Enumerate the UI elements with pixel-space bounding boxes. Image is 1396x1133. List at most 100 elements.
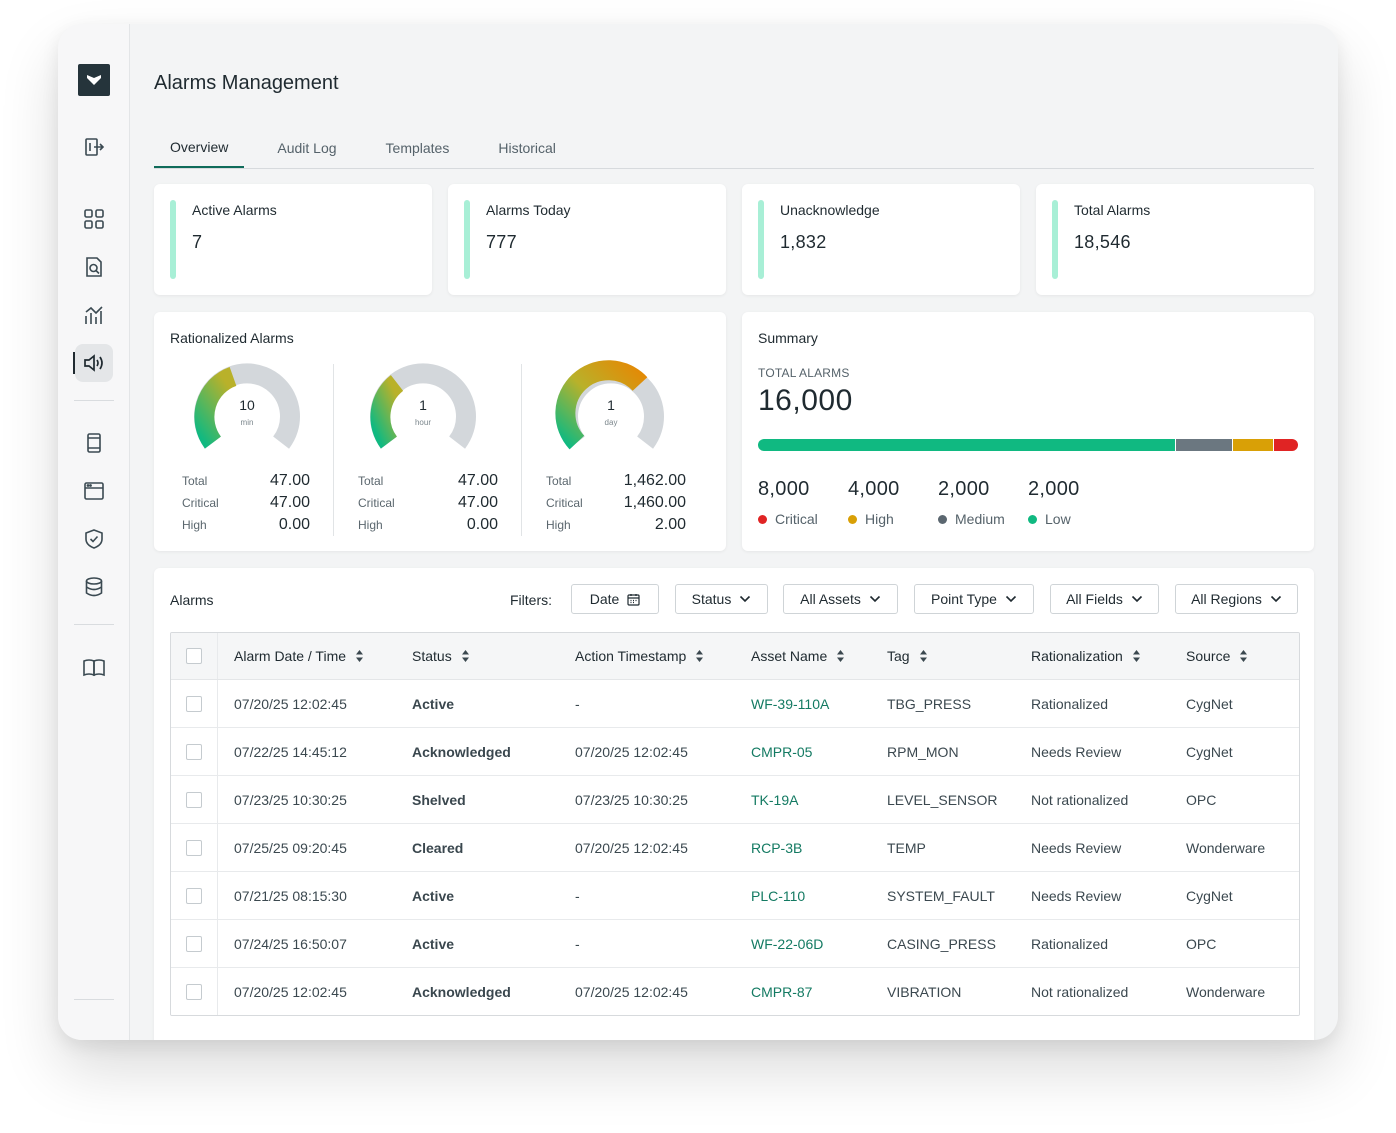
cell-action: 07/20/25 12:02:45 bbox=[575, 839, 688, 856]
table-row[interactable]: 07/20/25 12:02:45 Acknowledged 07/20/25 12… bbox=[171, 968, 1299, 1015]
gauge-row-critical: Critical 1,460.00 bbox=[546, 494, 686, 512]
gauge-row-value: 2.00 bbox=[654, 516, 686, 533]
row-checkbox-cell bbox=[171, 776, 218, 823]
select-all-checkbox[interactable] bbox=[186, 648, 202, 664]
table-row[interactable]: 07/23/25 10:30:25 Shelved 07/23/25 10:30:2… bbox=[171, 776, 1299, 824]
row-checkbox[interactable] bbox=[186, 839, 202, 856]
cell-source: Wonderware bbox=[1186, 839, 1266, 856]
shield-check-icon[interactable] bbox=[75, 520, 113, 558]
medium-dot-icon bbox=[938, 514, 947, 524]
table-row[interactable]: 07/25/25 09:20:45 Cleared 07/20/25 12:02:4… bbox=[171, 824, 1299, 872]
tab-overview[interactable]: Overview bbox=[154, 128, 245, 168]
gauge-row-value: 0.00 bbox=[278, 516, 310, 533]
asset-link[interactable]: PLC-110 bbox=[751, 887, 806, 904]
gauge-row-value: 1,462.00 bbox=[623, 472, 686, 489]
asset-link[interactable]: TK-19A bbox=[751, 791, 799, 808]
sort-icon bbox=[356, 650, 364, 662]
tab-historical[interactable]: Historical bbox=[498, 139, 556, 156]
cell-source: OPC bbox=[1186, 935, 1217, 952]
sort-icon bbox=[919, 650, 927, 662]
filter-label: All Assets bbox=[800, 591, 861, 607]
cell-tag: LEVEL_SENSOR bbox=[887, 791, 998, 808]
column-label: Asset Name bbox=[751, 648, 828, 664]
cell-source: CygNet bbox=[1186, 887, 1233, 904]
column-header-source[interactable]: Source bbox=[1186, 633, 1248, 679]
tab-audit-log[interactable]: Audit Log bbox=[277, 139, 337, 156]
asset-link[interactable]: CMPR-87 bbox=[751, 983, 813, 1000]
filter-all-fields-dropdown[interactable]: All Fields bbox=[1050, 584, 1159, 614]
chevron-down-icon bbox=[1270, 595, 1281, 603]
column-header-tag[interactable]: Tag bbox=[887, 633, 927, 679]
cell-action: 07/23/25 10:30:25 bbox=[575, 791, 688, 808]
row-checkbox-cell bbox=[171, 824, 218, 871]
column-header-action-timestamp[interactable]: Action Timestamp bbox=[575, 633, 704, 679]
row-checkbox[interactable] bbox=[186, 935, 202, 952]
gauge-row-critical: Critical 47.00 bbox=[182, 494, 310, 512]
gauge-row-label: High bbox=[546, 518, 571, 532]
gauge-row-total: Total 47.00 bbox=[182, 472, 310, 490]
row-checkbox[interactable] bbox=[186, 743, 202, 760]
gauge-row-value: 0.00 bbox=[466, 516, 498, 533]
table-row[interactable]: 07/22/25 14:45:12 Acknowledged 07/20/25 12… bbox=[171, 728, 1299, 776]
gauge-row-critical: Critical 47.00 bbox=[358, 494, 498, 512]
filter-status-dropdown[interactable]: Status bbox=[675, 584, 768, 614]
summary-item-value: 2,000 bbox=[1028, 478, 1080, 500]
filter-point-type-dropdown[interactable]: Point Type bbox=[914, 584, 1034, 614]
cell-rational: Needs Review bbox=[1031, 839, 1122, 856]
cell-action: - bbox=[575, 935, 580, 952]
asset-link[interactable]: WF-39-110A bbox=[751, 695, 830, 712]
gauge-row-value: 47.00 bbox=[269, 472, 310, 489]
row-checkbox[interactable] bbox=[186, 887, 202, 904]
gauge-value: 1 bbox=[419, 397, 427, 413]
column-header-status[interactable]: Status bbox=[412, 633, 469, 679]
document-search-icon[interactable] bbox=[75, 248, 113, 286]
cell-rational: Rationalized bbox=[1031, 695, 1109, 712]
tab-templates[interactable]: Templates bbox=[385, 139, 450, 156]
speaker-icon[interactable] bbox=[73, 344, 113, 382]
column-label: Alarm Date / Time bbox=[234, 648, 347, 664]
gauge-row-value: 1,460.00 bbox=[623, 494, 686, 511]
cell-tag: TEMP bbox=[887, 839, 926, 856]
column-header-alarm-date[interactable]: Alarm Date / Time bbox=[234, 633, 364, 679]
dashboard-grid-icon[interactable] bbox=[75, 200, 113, 238]
table-row[interactable]: 07/21/25 08:15:30 Active - PLC-110 SYSTEM_FA… bbox=[171, 872, 1299, 920]
filter-all-assets-dropdown[interactable]: All Assets bbox=[783, 584, 898, 614]
database-icon[interactable] bbox=[75, 568, 113, 606]
chevron-down-icon bbox=[1005, 595, 1017, 603]
logo-icon[interactable] bbox=[78, 64, 110, 96]
stat-value: 777 bbox=[486, 232, 517, 252]
summary-subtitle: TOTAL ALARMS bbox=[758, 366, 850, 380]
stat-label: Active Alarms bbox=[192, 202, 277, 218]
asset-link[interactable]: CMPR-05 bbox=[751, 743, 813, 760]
filter-date-button[interactable]: Date bbox=[571, 584, 659, 614]
stat-value: 18,546 bbox=[1074, 232, 1131, 252]
table-row[interactable]: 07/20/25 12:02:45 Active - WF-39-110A TBG_PR… bbox=[171, 680, 1299, 728]
asset-link[interactable]: RCP-3B bbox=[751, 839, 803, 856]
table-row[interactable]: 07/24/25 16:50:07 Active - WF-22-06D CASING_… bbox=[171, 920, 1299, 968]
browser-window-icon[interactable] bbox=[75, 472, 113, 510]
cell-status: Active bbox=[412, 935, 455, 952]
filter-all-regions-dropdown[interactable]: All Regions bbox=[1175, 584, 1298, 614]
cell-rational: Not rationalized bbox=[1031, 983, 1129, 1000]
summary-distribution-bar bbox=[758, 439, 1298, 451]
book-icon[interactable] bbox=[75, 648, 113, 686]
gauge-unit: day bbox=[604, 418, 618, 427]
stat-card-unacknowledge: Unacknowledge 1,832 bbox=[742, 184, 1020, 295]
column-header-asset-name[interactable]: Asset Name bbox=[751, 633, 845, 679]
gauge-1-hour: 1 hour Total 47.00 Critical 47.00 High 0.00 bbox=[358, 352, 518, 542]
row-checkbox[interactable] bbox=[186, 983, 202, 1000]
row-checkbox-cell bbox=[171, 872, 218, 919]
column-header-rationalization[interactable]: Rationalization bbox=[1031, 633, 1140, 679]
row-checkbox[interactable] bbox=[186, 791, 202, 808]
analytics-chart-icon[interactable] bbox=[75, 296, 113, 334]
cell-rational: Needs Review bbox=[1031, 887, 1122, 904]
row-checkbox[interactable] bbox=[186, 695, 202, 712]
sign-out-icon[interactable] bbox=[75, 128, 113, 166]
gauge-row-label: High bbox=[358, 518, 383, 532]
stat-card-alarms-today: Alarms Today 777 bbox=[448, 184, 726, 295]
bar-segment-critical bbox=[1274, 439, 1298, 451]
tablet-icon[interactable] bbox=[75, 424, 113, 462]
stat-accent-bar bbox=[1052, 200, 1058, 279]
asset-link[interactable]: WF-22-06D bbox=[751, 935, 824, 952]
rationalized-alarms-card: Rationalized Alarms 10 min Total 47.00 Cr… bbox=[154, 312, 726, 551]
